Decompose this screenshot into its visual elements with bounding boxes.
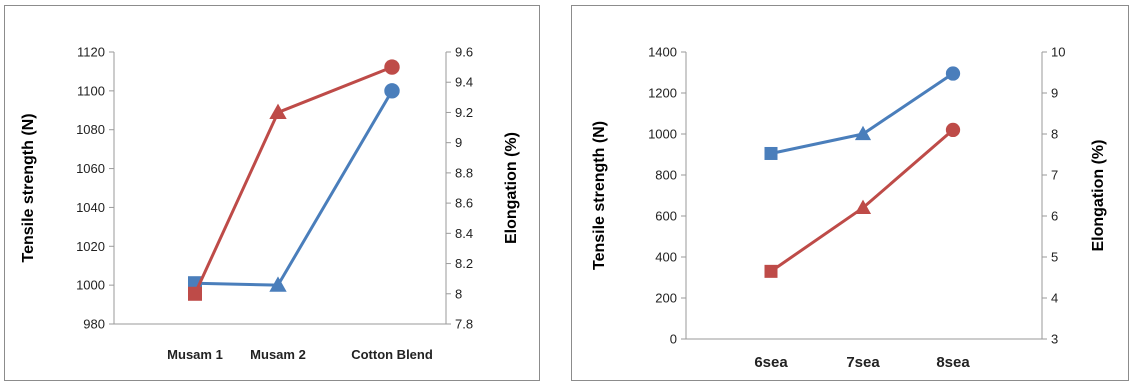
c1-series-1-point [764, 264, 778, 278]
c1-x-tick-label: 8sea [936, 354, 970, 371]
c0-x-tick-label: Musam 1 [167, 347, 223, 362]
c0-series-0-line [194, 90, 394, 287]
c1-series-1-point [945, 122, 961, 138]
c1-y-tick-label: 600 [655, 209, 677, 224]
c0-y-tick-label: 980 [83, 317, 105, 332]
c1-y-tick-label: 0 [670, 332, 677, 347]
c0-y-tick-label: 1000 [76, 278, 105, 293]
c1-y-tick-label: 1400 [648, 45, 677, 60]
chart-left-svg: 980 1000 1020 1040 1060 1080 1100 1120 7.8 8 8.2 8.… [20, 45, 520, 363]
c1-x-tick-label: 6sea [754, 354, 788, 371]
c0-y-tick-label: 1100 [77, 83, 105, 98]
c1-y-axis-title: Tensile strength (N) [591, 121, 608, 270]
c1-y2-axis-title: Elongation (%) [1090, 140, 1107, 252]
c1-series-1-point [854, 199, 872, 214]
c0-y2-tick-label: 9.2 [455, 105, 473, 120]
c0-x-tick-label: Cotton Blend [351, 347, 433, 362]
c0-y2-tick-label: 8.4 [455, 226, 473, 241]
c0-y2-tick-label: 8 [455, 286, 462, 301]
c1-y2-tick-label: 6 [1051, 209, 1058, 224]
c1-x-tick-label: 7sea [846, 354, 880, 371]
c0-y2-tick-label: 9.4 [455, 75, 473, 90]
chart-panel-left: 980 1000 1020 1040 1060 1080 1100 1120 7.8 8 8.2 8.… [4, 5, 540, 381]
c1-y2-tick-label: 5 [1051, 250, 1058, 265]
c0-y-axis-title: Tensile strength (N) [20, 113, 37, 262]
c1-series-1-line [770, 128, 954, 273]
c1-series-0-point [854, 125, 872, 141]
chart-right-svg: 0 200 400 600 800 1000 1200 1400 3 4 5 6 7 8 9 10 6sea 7s… [591, 45, 1107, 372]
c0-series-0-point [269, 276, 287, 292]
c0-y-tick-label: 1020 [76, 239, 105, 254]
c1-y2-tick-label: 3 [1051, 332, 1058, 347]
c1-y-tick-label: 1000 [648, 127, 677, 142]
c0-y2-tick-label: 8.8 [455, 165, 473, 180]
c1-y-tick-label: 200 [655, 291, 677, 306]
c1-y2-tick-label: 7 [1051, 168, 1058, 183]
c0-y2-tick-label: 9 [455, 135, 462, 150]
c1-y2-tick-label: 8 [1051, 127, 1058, 142]
c0-y-tick-label: 1040 [76, 200, 105, 215]
c0-series-0-point [384, 83, 400, 99]
c1-y2-tick-label: 4 [1051, 291, 1058, 306]
c0-y-tick-label: 1080 [76, 122, 105, 137]
c1-y-tick-label: 800 [655, 168, 677, 183]
c0-y2-axis-title: Elongation (%) [503, 132, 520, 244]
c0-y-tick-label: 1120 [77, 45, 105, 60]
c1-series-0-point [764, 146, 778, 160]
c0-y2-tick-label: 8.6 [455, 196, 473, 211]
c1-series-0-line [770, 72, 954, 155]
c1-y-tick-label: 1200 [648, 86, 677, 101]
c0-x-tick-label: Musam 2 [250, 347, 306, 362]
c1-y2-tick-label: 9 [1051, 86, 1058, 101]
c1-y2-tick-label: 10 [1051, 45, 1065, 60]
chart-panel-right: 0 200 400 600 800 1000 1200 1400 3 4 5 6 7 8 9 10 6sea 7s… [571, 5, 1129, 381]
c0-series-1-point [188, 286, 202, 301]
c1-series-0-point [945, 66, 961, 81]
c0-series-1-point [384, 59, 400, 75]
c0-series-1-point [269, 103, 287, 120]
c0-y2-tick-label: 7.8 [455, 317, 473, 332]
c0-y2-tick-label: 8.2 [455, 256, 473, 271]
c1-y-tick-label: 400 [655, 250, 677, 265]
c0-y-tick-label: 1060 [76, 161, 105, 176]
c0-y2-tick-label: 9.6 [455, 45, 473, 60]
